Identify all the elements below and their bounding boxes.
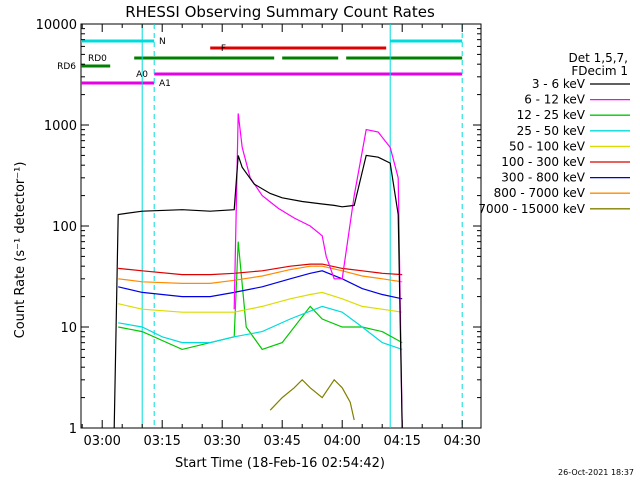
x-tick-label-2: 03:30 <box>203 434 240 449</box>
flag-label-f: F <box>221 44 226 54</box>
x-tick-label-5: 04:15 <box>383 434 420 449</box>
legend-label-3: 25 - 50 keV <box>517 124 586 138</box>
x-tick-label-3: 03:45 <box>263 434 300 449</box>
flag-label-a1: A1 <box>159 79 171 89</box>
axes: 1 10 100 1000 10000 03:00 03:15 03:30 03:45 04:00… <box>36 18 481 449</box>
series-line-4 <box>118 291 403 313</box>
x-axis-label: Start Time (18-Feb-16 02:54:42) <box>175 456 385 471</box>
y-tick-label-4: 10000 <box>36 18 77 33</box>
legend: Det 1,5,7,FDecim 13 - 6 keV 6 - 12 keV12 … <box>478 51 630 216</box>
x-tick-label-0: 03:00 <box>83 434 120 449</box>
legend-label-5: 100 - 300 keV <box>501 155 585 169</box>
flag-label-rd0: RD0 <box>88 54 107 64</box>
legend-label-2: 12 - 25 keV <box>517 108 586 122</box>
legend-label-0: 3 - 6 keV <box>532 77 586 91</box>
flag-label-n: N <box>159 37 166 47</box>
data-series <box>113 113 403 429</box>
y-tick-label-3: 1000 <box>44 119 77 134</box>
x-tick-label-4: 04:00 <box>323 434 360 449</box>
series-line-6 <box>118 270 403 300</box>
series-line-3 <box>118 305 403 350</box>
y-tick-label-0: 1 <box>69 422 77 437</box>
flag-bars: NFRD0RD6A0A1 <box>57 37 463 89</box>
series-line-0 <box>113 154 403 429</box>
legend-label-1: 6 - 12 keV <box>524 93 586 107</box>
chart-title: RHESSI Observing Summary Count Rates <box>125 3 435 21</box>
x-tick-label-1: 03:15 <box>143 434 180 449</box>
vertical-markers <box>141 24 463 428</box>
legend-label-6: 300 - 800 keV <box>501 171 585 185</box>
y-tick-label-1: 10 <box>60 321 77 336</box>
series-line-5 <box>118 263 403 276</box>
flag-label-rd6: RD6 <box>57 62 76 72</box>
plot-frame <box>80 23 482 429</box>
timestamp: 26-Oct-2021 18:37 <box>558 468 634 477</box>
legend-label-4: 50 - 100 keV <box>509 139 586 153</box>
legend-label-8: 7000 - 15000 keV <box>478 202 585 216</box>
y-tick-label-2: 100 <box>52 220 77 235</box>
legend-title-line-0: Det 1,5,7, <box>569 51 629 65</box>
series-line-7 <box>118 265 403 284</box>
legend-label-7: 800 - 7000 keV <box>494 186 586 200</box>
y-axis-label: Count Rate (s⁻¹ detector⁻¹) <box>13 162 28 339</box>
series-line-2 <box>118 241 403 351</box>
legend-title-line-1: FDecim 1 <box>571 64 628 78</box>
series-line-8 <box>269 378 355 421</box>
series-line-1 <box>233 113 403 429</box>
x-tick-label-6: 04:30 <box>443 434 480 449</box>
plot-border <box>80 23 482 429</box>
